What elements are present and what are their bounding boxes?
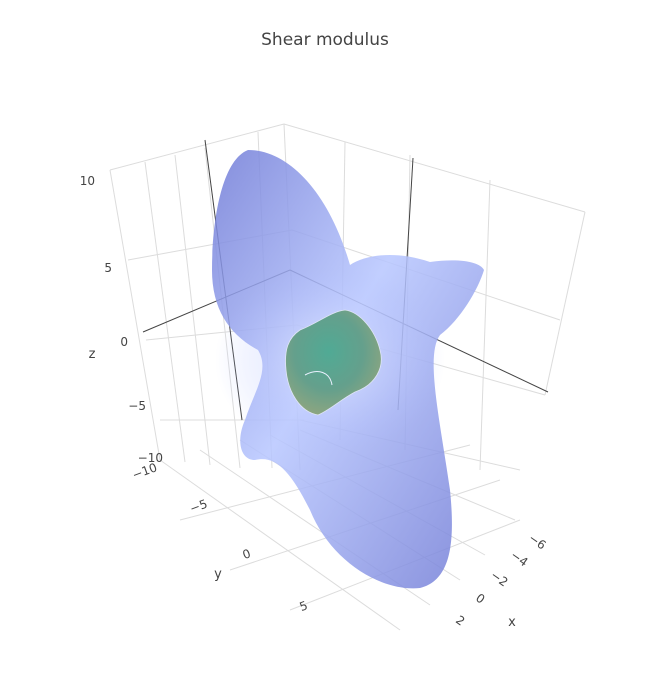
y-axis-ticks: −10 −5 0 5 [130, 460, 309, 614]
x-tick: −2 [488, 568, 511, 590]
y-axis-title: y [214, 567, 222, 582]
y-tick: −5 [188, 497, 209, 516]
inner-contour [304, 371, 333, 386]
z-tick: 0 [120, 335, 128, 349]
x-tick: 0 [473, 591, 487, 607]
z-axis-ticks: 10 5 0 −5 −10 [80, 174, 163, 465]
z-tick: 5 [104, 261, 112, 275]
y-tick: 0 [241, 546, 253, 562]
x-tick: −4 [508, 548, 531, 570]
y-tick: −10 [130, 460, 159, 482]
z-axis-title: z [89, 347, 96, 362]
z-tick: 10 [80, 174, 95, 188]
z-tick: −10 [138, 451, 163, 465]
x-tick: 2 [453, 613, 467, 629]
inner-surface [285, 309, 382, 416]
x-axis-title: x [508, 615, 516, 630]
z-tick: −5 [128, 399, 146, 413]
y-tick: 5 [298, 598, 310, 614]
x-tick: −6 [526, 531, 549, 553]
chart-title: Shear modulus [261, 30, 389, 50]
